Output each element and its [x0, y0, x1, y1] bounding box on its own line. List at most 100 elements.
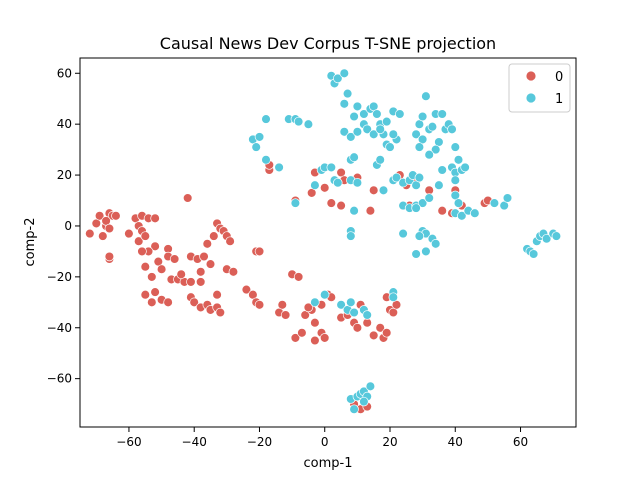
point-series-1: [362, 310, 372, 320]
point-series-1: [470, 208, 480, 218]
point-series-0: [368, 185, 379, 196]
point-series-1: [395, 109, 405, 119]
point-series-0: [98, 231, 108, 241]
point-series-1: [346, 231, 356, 241]
point-series-1: [339, 68, 350, 79]
point-series-0: [147, 297, 157, 308]
point-series-0: [156, 264, 167, 274]
point-series-1: [437, 109, 447, 119]
point-series-0: [310, 317, 320, 328]
x-axis: −60 −40 −20 0 20 40 60: [116, 427, 528, 449]
point-series-1: [368, 129, 379, 140]
point-series-1: [414, 231, 425, 241]
point-series-0: [140, 231, 151, 241]
point-series-1: [424, 193, 434, 203]
point-series-1: [398, 228, 408, 239]
point-series-0: [225, 236, 235, 246]
point-series-1: [339, 127, 350, 137]
point-series-1: [303, 119, 314, 129]
x-tick-label: −60: [116, 435, 141, 449]
point-series-0: [111, 211, 121, 221]
point-series-0: [280, 310, 291, 320]
points-layer: [85, 68, 562, 414]
point-series-1: [414, 172, 425, 183]
point-series-1: [372, 109, 382, 119]
point-series-1: [421, 246, 431, 257]
point-series-0: [133, 236, 144, 246]
y-tick-label: −40: [47, 321, 72, 335]
point-series-1: [427, 121, 438, 132]
legend-label-1: 1: [555, 92, 563, 107]
chart-title: Causal News Dev Corpus T-SNE projection: [160, 34, 496, 53]
point-series-1: [261, 114, 271, 124]
point-series-0: [104, 223, 115, 234]
point-series-0: [352, 323, 363, 333]
point-series-1: [349, 111, 359, 122]
point-series-0: [186, 277, 196, 287]
point-series-1: [310, 297, 320, 308]
y-tick-label: 60: [57, 66, 72, 80]
point-series-0: [319, 183, 330, 193]
point-series-0: [195, 267, 206, 277]
point-series-1: [421, 91, 431, 101]
point-series-1: [342, 88, 353, 99]
point-series-0: [303, 302, 314, 313]
point-series-1: [388, 292, 399, 302]
point-series-0: [336, 200, 346, 211]
point-series-1: [251, 142, 261, 152]
point-series-0: [124, 228, 134, 239]
point-series-1: [457, 211, 467, 221]
point-series-1: [254, 132, 265, 142]
point-series-1: [336, 300, 346, 310]
point-series-0: [94, 211, 105, 221]
x-tick-label: 20: [382, 435, 397, 449]
point-series-1: [381, 116, 392, 127]
x-tick-label: 60: [513, 435, 528, 449]
point-series-1: [349, 404, 359, 414]
point-series-1: [411, 129, 421, 140]
point-series-0: [215, 307, 226, 318]
point-series-0: [169, 254, 180, 264]
point-series-0: [293, 272, 304, 282]
point-series-1: [434, 180, 444, 190]
point-series-1: [261, 155, 271, 165]
point-series-1: [375, 155, 385, 165]
y-tick-label: 20: [57, 168, 72, 182]
point-series-0: [365, 205, 376, 216]
point-series-1: [274, 162, 284, 173]
point-series-0: [368, 330, 379, 341]
point-series-1: [333, 73, 343, 84]
point-series-1: [424, 149, 434, 160]
x-tick-label: 0: [321, 435, 329, 449]
point-series-1: [417, 198, 428, 208]
point-series-0: [326, 198, 337, 208]
point-series-1: [290, 198, 301, 208]
point-series-0: [277, 300, 288, 310]
point-series-1: [359, 109, 369, 119]
point-series-0: [140, 261, 151, 272]
point-series-0: [140, 289, 151, 300]
point-series-1: [349, 205, 359, 216]
point-series-1: [430, 144, 441, 155]
y-tick-label: −60: [47, 372, 72, 386]
y-tick-label: −20: [47, 270, 72, 284]
point-series-0: [209, 231, 219, 241]
point-series-1: [411, 249, 421, 259]
point-series-1: [349, 307, 359, 318]
point-series-0: [375, 323, 385, 333]
point-series-1: [541, 233, 552, 244]
point-series-1: [378, 185, 389, 196]
point-series-1: [453, 198, 464, 208]
point-series-1: [310, 180, 320, 190]
point-series-0: [195, 277, 206, 287]
x-tick-label: 40: [448, 435, 463, 449]
point-series-1: [450, 175, 461, 185]
point-series-1: [489, 198, 500, 208]
point-series-1: [333, 177, 343, 188]
point-series-1: [551, 231, 562, 241]
x-tick-label: −20: [247, 435, 272, 449]
point-series-1: [411, 203, 421, 213]
point-series-1: [430, 239, 441, 249]
point-series-0: [319, 333, 330, 343]
point-series-1: [447, 124, 457, 135]
